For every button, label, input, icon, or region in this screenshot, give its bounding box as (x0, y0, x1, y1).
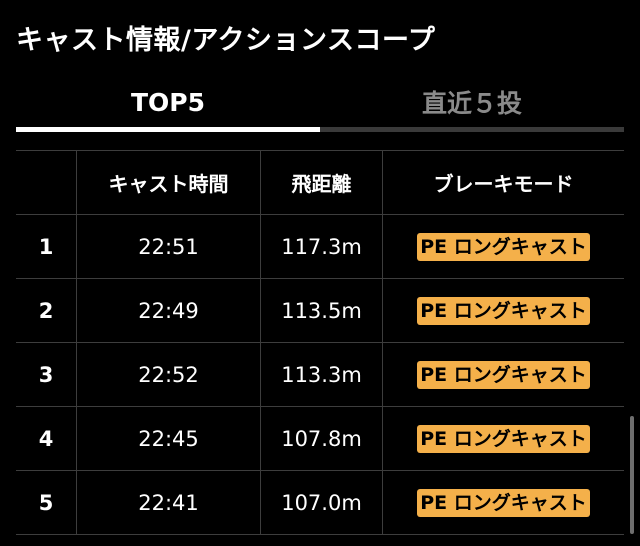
brake-mode-badge: PE ロングキャスト (417, 296, 590, 325)
brake-mode-cell: PE ロングキャスト (383, 343, 624, 406)
table-header-row: キャスト時間 飛距離 ブレーキモード (16, 151, 624, 215)
rank-cell: 5 (16, 471, 77, 534)
tab-track (16, 127, 624, 132)
brake-mode-cell: PE ロングキャスト (383, 279, 624, 342)
distance-cell: 107.8m (261, 407, 383, 470)
cast-time-cell: 22:52 (77, 343, 261, 406)
table-row: 5 22:41 107.0m PE ロングキャスト (16, 471, 624, 535)
distance-cell: 117.3m (261, 215, 383, 278)
cast-time-cell: 22:51 (77, 215, 261, 278)
brake-mode-cell: PE ロングキャスト (383, 215, 624, 278)
tab-recent-5[interactable]: 直近５投 (421, 89, 522, 118)
table-row: 1 22:51 117.3m PE ロングキャスト (16, 215, 624, 279)
vertical-scrollbar[interactable] (630, 416, 634, 534)
rank-cell: 2 (16, 279, 77, 342)
table-row: 3 22:52 113.3m PE ロングキャスト (16, 343, 624, 407)
distance-cell: 107.0m (261, 471, 383, 534)
rank-cell: 1 (16, 215, 77, 278)
header-cast-time: キャスト時間 (77, 151, 261, 214)
brake-mode-cell: PE ロングキャスト (383, 471, 624, 534)
rank-cell: 3 (16, 343, 77, 406)
table-row: 4 22:45 107.8m PE ロングキャスト (16, 407, 624, 471)
brake-mode-badge: PE ロングキャスト (417, 424, 590, 453)
cast-time-cell: 22:45 (77, 407, 261, 470)
distance-cell: 113.5m (261, 279, 383, 342)
cast-time-cell: 22:49 (77, 279, 261, 342)
rank-cell: 4 (16, 407, 77, 470)
brake-mode-cell: PE ロングキャスト (383, 407, 624, 470)
page-title: キャスト情報/アクションスコープ (16, 25, 436, 56)
distance-cell: 113.3m (261, 343, 383, 406)
brake-mode-badge: PE ロングキャスト (417, 360, 590, 389)
header-distance: 飛距離 (261, 151, 383, 214)
cast-table: キャスト時間 飛距離 ブレーキモード 1 22:51 117.3m PE ロング… (16, 150, 624, 535)
cast-time-cell: 22:41 (77, 471, 261, 534)
tab-bar: TOP5 直近５投 (16, 78, 624, 134)
header-brake-mode: ブレーキモード (433, 172, 574, 196)
header-rank (16, 151, 77, 214)
brake-mode-badge: PE ロングキャスト (417, 232, 590, 261)
brake-mode-badge: PE ロングキャスト (417, 488, 590, 517)
table-row: 2 22:49 113.5m PE ロングキャスト (16, 279, 624, 343)
tab-top5[interactable]: TOP5 (130, 87, 206, 117)
active-tab-indicator (16, 127, 320, 132)
